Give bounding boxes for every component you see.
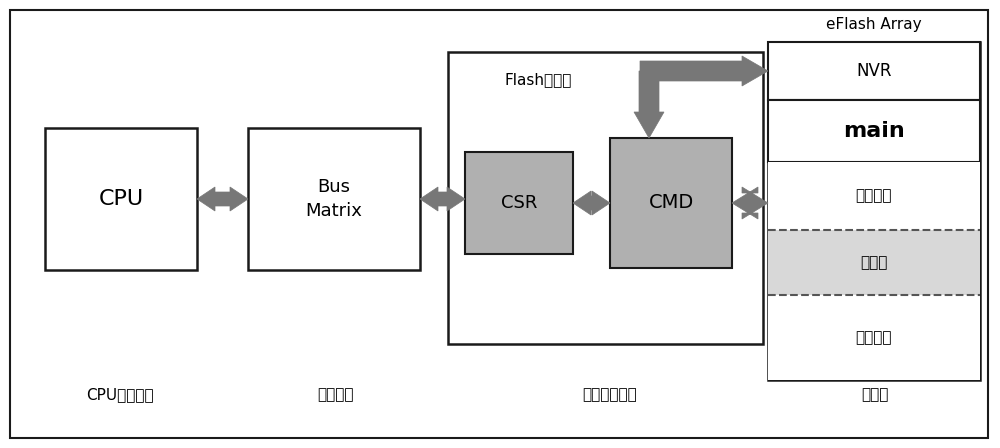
Bar bbox=[768, 162, 980, 230]
Bar bbox=[768, 42, 980, 380]
Bar bbox=[448, 52, 763, 344]
Bar bbox=[610, 138, 732, 268]
Text: Flash控制器: Flash控制器 bbox=[504, 73, 572, 87]
Polygon shape bbox=[634, 71, 664, 138]
Text: CMD: CMD bbox=[648, 194, 694, 212]
Bar bbox=[768, 295, 980, 380]
Bar bbox=[248, 128, 420, 270]
Text: 存储器: 存储器 bbox=[861, 388, 889, 402]
Bar bbox=[768, 42, 980, 100]
Polygon shape bbox=[573, 191, 610, 215]
Bar bbox=[768, 100, 980, 162]
Text: CPU发出指令: CPU发出指令 bbox=[86, 388, 154, 402]
Polygon shape bbox=[420, 187, 465, 211]
Text: eFlash Array: eFlash Array bbox=[826, 17, 922, 31]
Text: NVR: NVR bbox=[856, 62, 892, 80]
Bar bbox=[45, 128, 197, 270]
Text: CSR: CSR bbox=[501, 194, 537, 212]
Text: 非保护区: 非保护区 bbox=[856, 330, 892, 345]
Text: 非保护区: 非保护区 bbox=[856, 189, 892, 203]
Text: 区域设定分配: 区域设定分配 bbox=[583, 388, 637, 402]
Text: main: main bbox=[843, 121, 905, 141]
Text: 保护区: 保护区 bbox=[860, 255, 888, 270]
Bar bbox=[768, 230, 980, 295]
Text: 总线仲裁: 总线仲裁 bbox=[317, 388, 353, 402]
Polygon shape bbox=[197, 187, 248, 211]
Polygon shape bbox=[732, 187, 768, 219]
Polygon shape bbox=[640, 56, 768, 86]
Text: Bus
Matrix: Bus Matrix bbox=[306, 177, 362, 220]
Bar bbox=[465, 152, 573, 254]
Text: CPU: CPU bbox=[98, 189, 144, 209]
